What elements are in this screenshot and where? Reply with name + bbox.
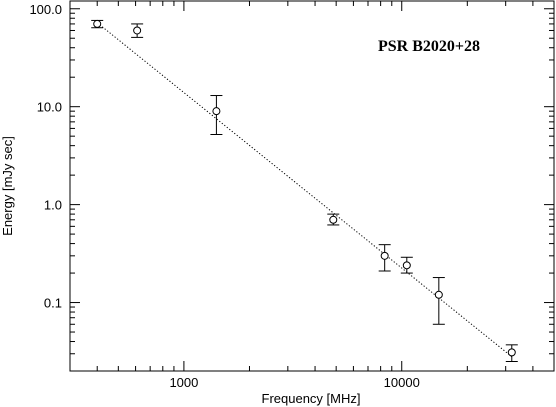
y-tick-label: 0.1	[44, 296, 62, 311]
axis-ticks	[69, 1, 555, 372]
tick-labels: 1000 10000 100.0 10.0 1.0 0.1	[29, 2, 419, 390]
x-tick-label: 1000	[169, 375, 198, 390]
data-point	[380, 251, 389, 260]
chart-title: PSR B2020+28	[378, 38, 480, 55]
data-point	[402, 261, 411, 270]
data-point	[434, 290, 443, 299]
y-tick-label: 10.0	[37, 100, 62, 115]
y-tick-label: 100.0	[29, 2, 62, 17]
data-points	[91, 19, 518, 363]
fit-line-group	[96, 22, 513, 358]
data-point	[93, 19, 102, 28]
data-point	[329, 215, 338, 224]
y-axis-label: Energy [mJy sec]	[0, 136, 15, 236]
data-point	[507, 348, 516, 357]
plot-frame	[69, 0, 555, 372]
x-axis-label: Frequency [MHz]	[262, 391, 361, 406]
fit-line	[96, 22, 513, 358]
y-tick-label: 1.0	[44, 198, 62, 213]
data-point	[212, 107, 221, 116]
data-point	[133, 26, 142, 35]
x-tick-label: 10000	[384, 375, 420, 390]
